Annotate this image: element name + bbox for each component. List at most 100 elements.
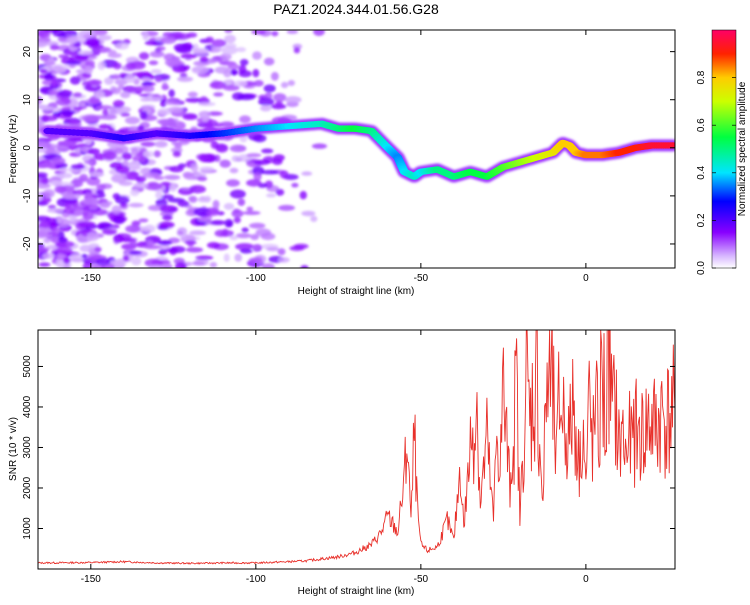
noise-blob xyxy=(156,46,166,51)
snr-frame xyxy=(37,329,676,570)
colorbar-tick-label: 0.4 xyxy=(696,165,707,179)
noise-blob xyxy=(85,192,92,197)
y-tick-label: 5000 xyxy=(22,355,33,378)
noise-blob xyxy=(97,61,106,70)
noise-blob xyxy=(82,198,101,205)
noise-blob xyxy=(85,60,95,67)
noise-blob xyxy=(211,39,227,48)
noise-blob xyxy=(144,40,157,46)
noise-blob xyxy=(112,73,121,80)
noise-blob xyxy=(123,175,141,181)
figure-title: PAZ1.2024.344.01.56.G28 xyxy=(273,1,439,17)
noise-blob xyxy=(198,153,211,163)
noise-blob xyxy=(153,175,165,181)
noise-blob xyxy=(229,189,246,199)
noise-blob xyxy=(223,253,230,262)
noise-blob xyxy=(168,106,184,113)
noise-blob xyxy=(38,137,53,143)
x-tick-label: -50 xyxy=(414,273,429,284)
colorbar: 0.0 0.2 0.4 0.6 0.8 Normalized spectral ampl… xyxy=(696,29,748,275)
noise-blob xyxy=(57,237,68,243)
noise-blob xyxy=(84,160,93,165)
noise-blob xyxy=(39,220,50,228)
noise-blob xyxy=(293,46,301,54)
noise-blob xyxy=(260,105,272,112)
noise-blob xyxy=(159,205,178,213)
x-tick-label: -150 xyxy=(81,574,101,585)
noise-blob xyxy=(138,218,149,223)
noise-blob xyxy=(120,112,131,117)
noise-blob xyxy=(246,179,262,187)
noise-blob xyxy=(265,193,277,198)
noise-blob xyxy=(229,235,239,241)
noise-blob xyxy=(160,194,174,200)
noise-blob xyxy=(49,44,60,51)
noise-blob xyxy=(131,256,142,266)
noise-blob xyxy=(38,40,48,48)
y-tick-label: 2000 xyxy=(22,476,33,499)
noise-blob xyxy=(260,232,276,241)
spectrogram-xlabel: Height of straight line (km) xyxy=(298,286,415,297)
noise-blob xyxy=(248,222,266,229)
noise-blob xyxy=(125,171,140,177)
noise-blob xyxy=(237,198,246,206)
noise-blob xyxy=(169,246,178,256)
x-tick-label: 0 xyxy=(583,574,589,585)
noise-blob xyxy=(125,62,136,70)
noise-blob xyxy=(280,81,289,89)
noise-blob xyxy=(38,193,43,201)
noise-blob xyxy=(154,76,163,83)
noise-blob xyxy=(222,84,240,91)
noise-blob xyxy=(132,155,147,162)
noise-blob xyxy=(202,113,210,123)
noise-blob xyxy=(81,114,100,123)
noise-blob xyxy=(108,106,124,115)
noise-blob xyxy=(141,85,155,93)
noise-blob xyxy=(161,82,169,91)
noise-blob xyxy=(258,97,275,106)
noise-blob xyxy=(246,153,262,158)
noise-blob xyxy=(142,81,153,87)
noise-blob xyxy=(160,99,167,108)
noise-blob xyxy=(174,33,192,40)
noise-blob xyxy=(95,189,105,195)
noise-blob xyxy=(261,148,274,154)
noise-blob xyxy=(210,140,219,149)
noise-blob xyxy=(251,30,266,35)
noise-blob xyxy=(62,256,71,264)
noise-blob xyxy=(130,189,140,197)
noise-blob xyxy=(154,140,168,148)
noise-blob xyxy=(102,151,118,160)
noise-blob xyxy=(162,214,173,221)
noise-blob xyxy=(206,209,220,216)
noise-blob xyxy=(113,216,125,225)
noise-blob xyxy=(185,247,204,253)
noise-blob xyxy=(144,182,163,191)
noise-blob xyxy=(86,177,101,186)
noise-blob xyxy=(286,30,299,35)
noise-blob xyxy=(97,34,112,41)
noise-blob xyxy=(38,262,51,267)
noise-blob xyxy=(48,89,59,95)
noise-blob xyxy=(56,215,63,224)
noise-blob xyxy=(138,52,150,60)
noise-blob xyxy=(98,124,112,130)
y-tick-label: 0 xyxy=(22,145,33,151)
noise-blob xyxy=(275,100,283,108)
noise-blob xyxy=(301,210,316,217)
noise-blob xyxy=(55,242,68,248)
noise-blob xyxy=(38,247,48,254)
noise-blob xyxy=(38,162,56,168)
noise-blob xyxy=(57,89,73,98)
noise-blob xyxy=(84,65,93,75)
noise-blob xyxy=(235,47,247,53)
noise-blob xyxy=(224,34,236,44)
noise-blob xyxy=(50,78,58,87)
noise-blob xyxy=(239,115,251,124)
noise-blob xyxy=(180,53,197,59)
noise-blob xyxy=(38,182,51,189)
noise-blob xyxy=(160,36,177,45)
noise-blob xyxy=(197,102,216,107)
noise-blob xyxy=(229,167,239,174)
